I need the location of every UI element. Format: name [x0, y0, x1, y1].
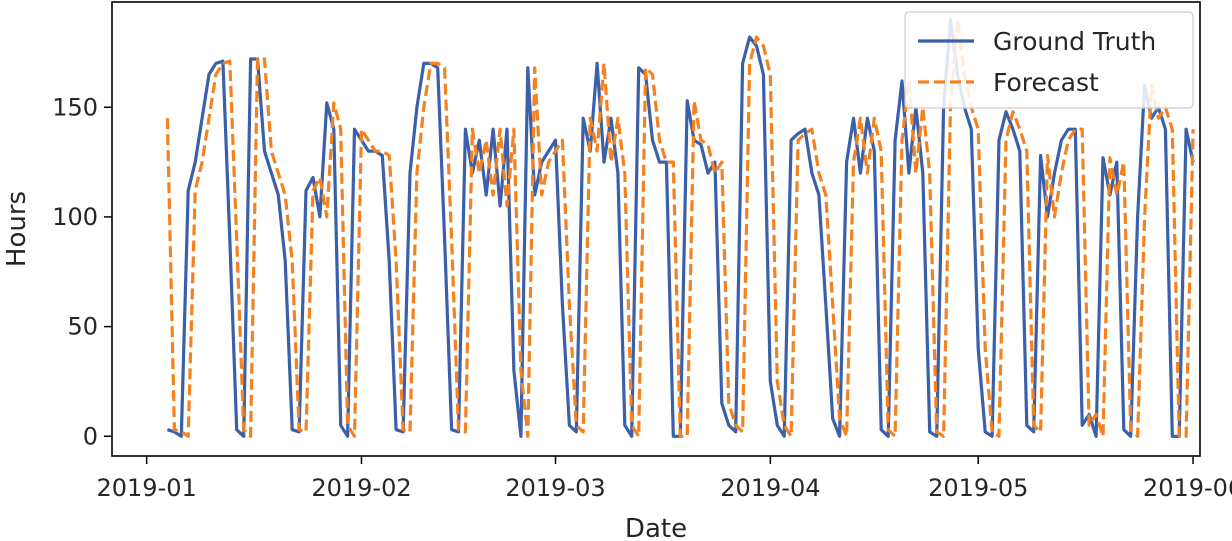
- y-tick-label: 50: [67, 313, 98, 341]
- series-layer: [165, 17, 1195, 438]
- y-tick-label: 0: [83, 422, 98, 450]
- series-line-forecast: [165, 17, 1195, 438]
- legend-box: [904, 11, 1194, 109]
- x-tick-label: 2019-01: [97, 474, 197, 502]
- legend-label-ground-truth: Ground Truth: [993, 27, 1156, 56]
- x-tick-label: 2019-06: [1143, 474, 1232, 502]
- x-tick-label: 2019-02: [311, 474, 411, 502]
- x-tick-label: 2019-03: [505, 474, 605, 502]
- x-axis: 2019-01 2019-02 2019-03 2019-04 2019-05 2019-…: [97, 456, 1232, 502]
- legend: Ground Truth Forecast: [904, 11, 1194, 109]
- plot-frame: [111, 1, 1201, 457]
- legend-label-forecast: Forecast: [993, 68, 1099, 97]
- x-tick-label: 2019-04: [720, 474, 820, 502]
- y-axis: 0 50 100 150: [52, 93, 112, 450]
- y-axis-label: Hours: [2, 191, 32, 267]
- y-tick-label: 150: [52, 93, 98, 121]
- y-tick-label: 100: [52, 203, 98, 231]
- x-axis-label: Date: [625, 514, 687, 541]
- x-tick-label: 2019-05: [928, 474, 1028, 502]
